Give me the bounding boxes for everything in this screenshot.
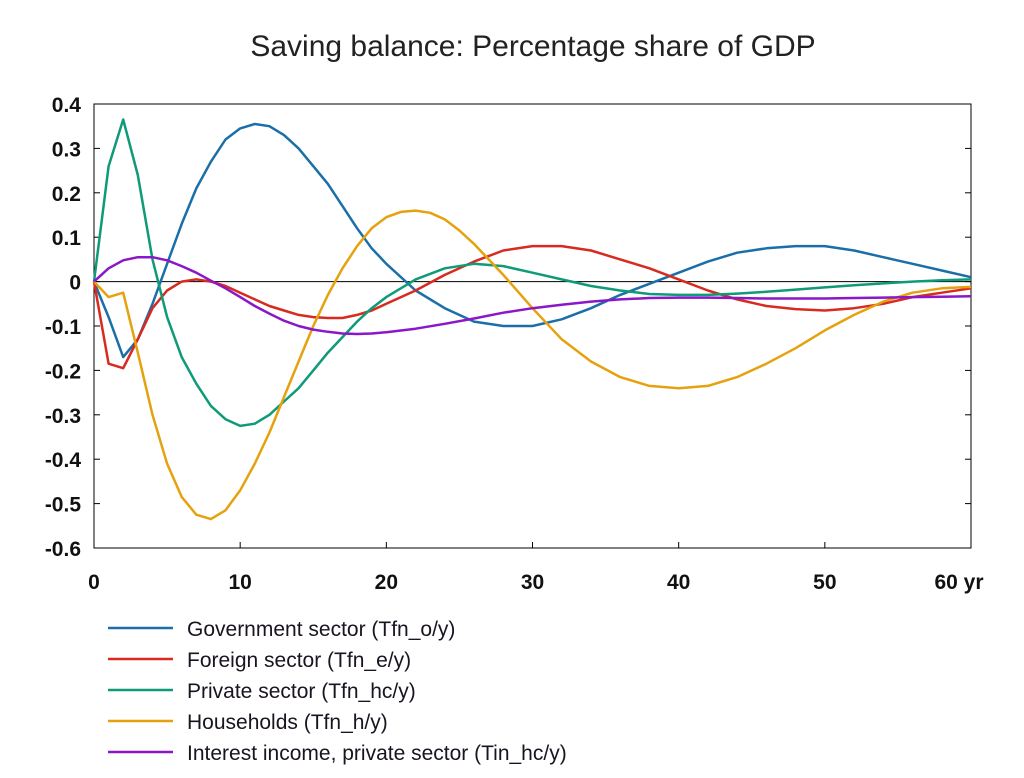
x-tick-label: 40 xyxy=(667,571,690,594)
legend-label: Government sector (Tfn_o/y) xyxy=(187,618,455,641)
y-tick-label: -0.3 xyxy=(45,405,81,428)
legend-label: Foreign sector (Tfn_e/y) xyxy=(187,649,411,672)
x-tick-label: 0 xyxy=(88,571,100,594)
y-tick-label: 0.3 xyxy=(52,138,81,161)
y-tick-label: -0.5 xyxy=(45,494,82,517)
x-tick-label: 50 xyxy=(813,571,836,594)
series-line-1 xyxy=(92,122,972,359)
legend-label: Interest income, private sector (Tin_hc/… xyxy=(187,742,567,765)
y-tick-label: 0.4 xyxy=(52,94,82,117)
series-line-3 xyxy=(92,118,972,428)
y-tick-label: -0.1 xyxy=(45,316,82,339)
y-tick-label: -0.2 xyxy=(45,360,81,383)
x-tick-label: 20 xyxy=(375,571,398,594)
legend: Government sector (Tfn_o/y) Foreign secto… xyxy=(108,618,567,765)
x-axis: 0 10 20 30 40 50 60 yr xyxy=(88,542,984,594)
series-line-5 xyxy=(93,255,972,336)
legend-label: Households (Tfn_h/y) xyxy=(187,711,388,734)
y-tick-label: 0.2 xyxy=(52,183,81,206)
x-tick-label: 10 xyxy=(228,571,251,594)
series-layer xyxy=(92,118,972,521)
chart-title: Saving balance: Percentage share of GDP xyxy=(250,30,816,63)
x-tick-label: 60 yr xyxy=(934,571,983,594)
y-axis: 0.4 0.3 0.2 0.1 0 -0.1 -0.2 -0.3 -0.4 -0.5 -0.6 xyxy=(45,94,971,561)
legend-label: Private sector (Tfn_hc/y) xyxy=(187,680,416,703)
series-line-4 xyxy=(93,209,972,521)
y-tick-label: -0.6 xyxy=(45,538,81,561)
series-line-2 xyxy=(92,244,972,370)
y-tick-label: -0.4 xyxy=(45,449,82,472)
y-tick-label: 0.1 xyxy=(52,227,82,250)
y-tick-label: 0 xyxy=(69,272,81,295)
x-tick-label: 30 xyxy=(521,571,544,594)
